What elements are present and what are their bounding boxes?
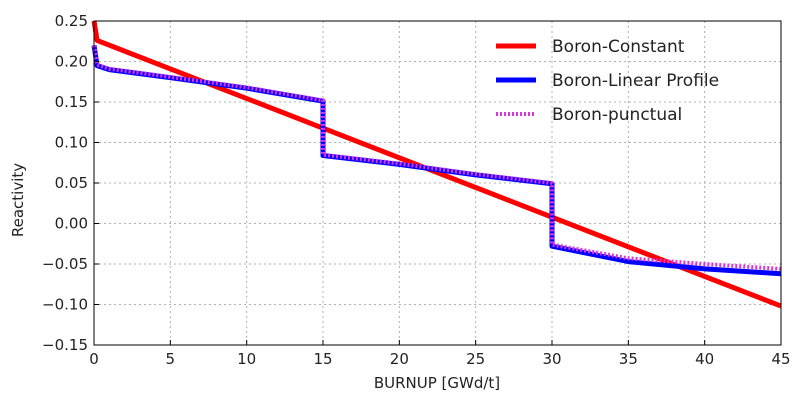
y-ticks: −0.15 −0.10 −0.05 0.00 0.05 0.10 0.15 0.20 0.25 (42, 12, 99, 354)
x-tick-label: 30 (542, 350, 561, 368)
y-tick-label: 0.25 (55, 12, 88, 30)
x-axis-label: BURNUP [GWd/t] (374, 374, 500, 392)
y-tick-label: 0.00 (55, 215, 88, 233)
x-tick-label: 15 (313, 350, 332, 368)
y-tick-label: 0.20 (55, 53, 88, 71)
grid (93, 20, 782, 346)
y-tick-label: −0.15 (42, 336, 88, 354)
x-tick-label: 5 (166, 350, 176, 368)
y-tick-label: 0.10 (55, 134, 88, 152)
x-tick-label: 0 (89, 350, 99, 368)
legend: Boron-Constant Boron-Linear Profile Boron-… (496, 37, 719, 125)
y-tick-label: −0.10 (42, 296, 88, 314)
x-tick-label: 35 (619, 350, 638, 368)
x-tick-label: 10 (237, 350, 256, 368)
x-tick-label: 45 (771, 350, 790, 368)
y-axis-label: Reactivity (9, 163, 27, 237)
y-tick-label: 0.05 (55, 174, 88, 192)
y-tick-label: 0.15 (55, 93, 88, 111)
boron-punctual-line (92, 44, 782, 271)
legend-label: Boron-punctual (552, 105, 682, 125)
x-tick-label: 20 (390, 350, 409, 368)
plot-frame (93, 20, 782, 346)
legend-label: Boron-Constant (552, 37, 685, 57)
legend-label: Boron-Linear Profile (552, 71, 719, 91)
y-tick-label: −0.05 (42, 255, 88, 273)
x-tick-label: 25 (466, 350, 485, 368)
x-ticks: 0 5 10 15 20 25 30 35 40 45 (89, 340, 791, 368)
boron-constant-line (91, 20, 782, 309)
series-lines (91, 20, 782, 309)
x-tick-label: 40 (695, 350, 714, 368)
